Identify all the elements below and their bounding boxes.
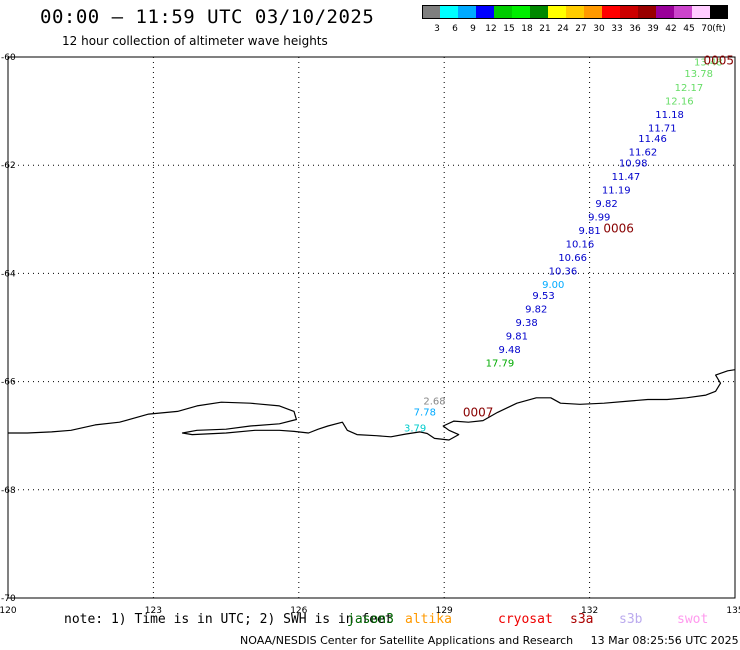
legend-swatch	[512, 5, 530, 19]
lat-tick-label: -60	[1, 53, 16, 63]
legend-label: 70	[701, 24, 713, 34]
mission-label: swot	[677, 612, 709, 627]
credit-text: NOAA/NESDIS Center for Satellite Applica…	[240, 634, 574, 647]
legend-label: 3	[434, 24, 440, 34]
legend-label: (ft)	[712, 24, 726, 34]
legend-swatch	[422, 5, 440, 19]
footer-note: note: 1) Time is in UTC; 2) SWH is in fe…	[64, 612, 393, 627]
legend-swatch	[548, 5, 566, 19]
lat-tick-label: -62	[1, 161, 16, 171]
wave-height-label: 9.99	[588, 213, 610, 224]
map-frame	[7, 56, 736, 599]
legend-label: 30	[593, 24, 605, 34]
mission-label: s3b	[619, 612, 643, 627]
wave-height-label: 11.62	[629, 148, 658, 159]
coastline	[8, 369, 736, 441]
lon-tick-label: 120	[0, 606, 17, 616]
legend-label: 36	[629, 24, 641, 34]
legend-swatch	[620, 5, 638, 19]
wave-height-label: 11.71	[648, 123, 677, 134]
legend-label: 12	[485, 24, 496, 34]
mission-label: s3a	[570, 612, 594, 627]
wave-height-label: 11.19	[602, 186, 631, 197]
wave-height-label: 2.68	[423, 397, 445, 408]
legend-label: 24	[557, 24, 569, 34]
footer-credit: NOAA/NESDIS Center for Satellite Applica…	[240, 634, 739, 647]
mission-label: altika	[405, 612, 452, 627]
wave-height-label: 9.81	[506, 332, 528, 343]
lon-tick-label: 135	[726, 606, 740, 616]
lat-tick-label: -64	[1, 269, 16, 279]
legend-label: 15	[503, 24, 514, 34]
legend-label: 18	[521, 24, 533, 34]
lon-tick-label: 132	[581, 606, 598, 616]
lat-tick-label: -68	[1, 486, 16, 496]
wave-height-label: 9.48	[498, 345, 520, 356]
wave-height-label: 9.38	[515, 318, 537, 329]
legend-label: 33	[611, 24, 622, 34]
legend-label: 27	[575, 24, 586, 34]
wave-height-label: 11.18	[655, 110, 684, 121]
legend-label: 9	[470, 24, 476, 34]
legend-swatch	[710, 5, 728, 19]
page-subtitle: 12 hour collection of altimeter wave hei…	[62, 34, 328, 48]
wave-height-label: 7.78	[414, 407, 436, 418]
wave-height-label: 10.16	[566, 240, 595, 251]
legend-label: 42	[665, 24, 676, 34]
lon-tick-label: 123	[145, 606, 162, 616]
wave-height-label: 17.79	[486, 359, 515, 370]
pass-time-label: 0006	[603, 221, 634, 235]
legend-swatch	[494, 5, 512, 19]
wave-height-label: 10.66	[558, 253, 587, 264]
legend-label: 21	[539, 24, 550, 34]
legend-label: 39	[647, 24, 659, 34]
pass-time-label: 0007	[463, 405, 494, 419]
mission-label: cryosat	[498, 612, 553, 627]
generated-date: 13 Mar 08:25:56 UTC 2025	[590, 634, 739, 647]
wave-height-label: 3.79	[404, 424, 426, 435]
legend-swatch	[674, 5, 692, 19]
pass-time-label: 0005	[703, 54, 734, 68]
wave-height-label: 11.47	[612, 172, 641, 183]
wave-height-label: 10.98	[619, 158, 648, 169]
legend-swatch	[440, 5, 458, 19]
wave-height-label: 13.48	[694, 57, 723, 68]
lon-tick-label: 126	[290, 606, 307, 616]
legend-swatch	[692, 5, 710, 19]
wave-height-label: 9.53	[532, 291, 554, 302]
wave-height-label: 9.82	[595, 199, 617, 210]
wave-height-label: 12.16	[665, 96, 694, 107]
legend-swatch	[656, 5, 674, 19]
wave-height-label: 11.46	[638, 134, 667, 145]
wave-height-label: 13.78	[684, 69, 713, 80]
legend-label: 6	[452, 24, 458, 34]
mission-label: jason3	[347, 612, 394, 627]
legend-swatch	[638, 5, 656, 19]
legend-swatch	[584, 5, 602, 19]
wave-height-label: 9.00	[542, 280, 564, 291]
legend-label: 45	[683, 24, 694, 34]
legend-swatch	[530, 5, 548, 19]
legend-swatch	[458, 5, 476, 19]
wave-height-label: 9.82	[525, 305, 547, 316]
legend-swatch	[566, 5, 584, 19]
lat-tick-label: -66	[1, 378, 16, 388]
lon-tick-label: 129	[436, 606, 453, 616]
legend-swatch	[476, 5, 494, 19]
lat-tick-label: -70	[1, 594, 16, 604]
page-title: 00:00 – 11:59 UTC 03/10/2025	[40, 6, 375, 28]
wave-height-label: 9.81	[578, 226, 600, 237]
color-scale-legend: 3 6 9 12 15 18 21 24 27 30 33 36 39 42 45 70 (ft)	[422, 5, 728, 34]
wave-height-label: 10.36	[549, 267, 578, 278]
legend-swatch	[602, 5, 620, 19]
wave-height-label: 12.17	[675, 83, 704, 94]
